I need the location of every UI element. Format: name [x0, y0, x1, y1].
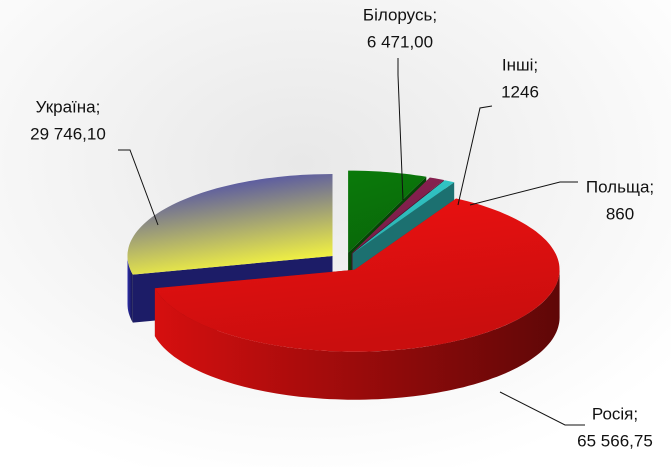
- value-label: 29 746,10: [30, 124, 106, 143]
- slice-top: [351, 177, 444, 254]
- value-label: 1246: [501, 82, 539, 101]
- slice-top: [352, 180, 455, 254]
- leader-line: [397, 58, 404, 201]
- leader-line: [469, 181, 578, 206]
- slice-side: [154, 269, 560, 400]
- slice: [154, 198, 560, 400]
- category-label: Росія;: [592, 404, 638, 423]
- leader-line: [457, 105, 493, 206]
- value-label: 65 566,75: [577, 431, 653, 450]
- category-label: Польща;: [586, 177, 654, 196]
- value-label: 860: [606, 204, 634, 223]
- slice-top: [127, 174, 333, 275]
- slice-top: [348, 170, 427, 253]
- slice-top: [154, 198, 560, 352]
- category-label: Інші;: [502, 55, 538, 74]
- slice-side: [127, 256, 133, 323]
- leader-line: [499, 391, 585, 426]
- value-label: 6 471,00: [367, 32, 433, 51]
- category-label: Україна;: [36, 97, 101, 116]
- category-label: Білорусь;: [363, 5, 437, 24]
- leader-line: [118, 149, 159, 226]
